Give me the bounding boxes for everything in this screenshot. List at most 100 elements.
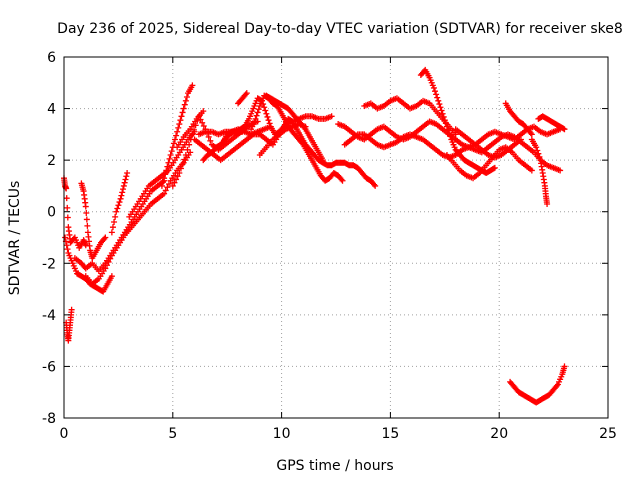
data-point [561,363,568,370]
x-tick-label: 25 [599,426,617,442]
x-tick-label: 10 [273,426,291,442]
x-tick-label: 5 [168,426,177,442]
data-point [173,176,180,183]
data-point [116,199,123,206]
data-point [302,123,309,130]
data-point [491,164,498,171]
data-point [101,235,108,242]
data-point [102,265,109,272]
series-trace-16 [219,95,379,189]
data-point [160,179,167,186]
series-trace-19 [256,121,309,158]
data-point [371,181,378,188]
data-point [255,106,262,113]
data-point [171,179,178,186]
series-trace-08 [126,128,198,220]
data-point [434,94,441,101]
data-point [189,131,196,138]
data-point [200,122,207,129]
y-tick-label: 0 [47,205,56,221]
data-point [438,107,445,114]
data-point [182,151,189,158]
data-point [189,82,196,89]
data-point [261,104,268,111]
data-point [253,112,260,119]
data-point [533,144,540,151]
data-point [117,195,124,202]
data-point [167,151,174,158]
data-point [109,224,116,231]
data-point [441,117,448,124]
data-point [170,140,177,147]
data-point [207,137,214,144]
series-trace-09 [158,82,196,189]
data-point [179,161,186,168]
data-point [174,128,181,135]
data-point [184,146,191,153]
series-trace-25 [452,126,524,161]
data-point [176,121,183,128]
data-point [452,131,459,138]
series-trace-06 [82,149,194,287]
data-point [158,182,165,189]
data-point [263,110,270,117]
data-point [181,101,188,108]
data-points [61,66,568,406]
data-point [535,150,542,157]
series-trace-28 [535,113,568,133]
data-point [177,117,184,124]
y-tick-label: 4 [47,102,56,118]
data-point [169,182,176,189]
data-point [433,91,440,98]
data-point [243,90,250,97]
data-point [171,136,178,143]
data-point [122,176,129,183]
series-trace-24 [443,144,535,182]
data-point [64,214,71,221]
data-point [120,186,127,193]
chart-title: Day 236 of 2025, Sidereal Day-to-day VTE… [57,21,623,37]
x-axis-label: GPS time / hours [276,458,393,474]
data-point [162,187,169,194]
data-point [115,202,122,209]
data-point [328,113,335,120]
data-point [262,107,269,114]
data-point [62,234,69,241]
data-point [266,120,273,127]
data-point [252,115,259,122]
data-point [183,93,190,100]
data-point [443,123,450,130]
data-point [432,88,439,95]
data-point [164,163,171,170]
x-tick-label: 20 [490,426,508,442]
series-trace-01 [61,175,89,251]
data-point [435,97,442,104]
data-point [63,242,70,249]
series-trace-07 [108,170,131,236]
grid [64,57,608,418]
data-point [173,132,180,139]
data-point [557,167,564,174]
data-point [83,216,90,223]
data-point [339,177,346,184]
data-point [176,170,183,177]
data-point [447,133,454,140]
series-trace-04 [78,180,109,262]
data-point [68,306,75,313]
data-point [440,113,447,120]
data-point [179,109,186,116]
data-point [166,155,173,162]
data-point [124,170,131,177]
data-point [111,219,118,226]
data-point [561,126,568,133]
data-point [161,175,168,182]
data-point [544,200,551,207]
data-point [174,173,181,180]
data-point [446,130,453,137]
y-tick-label: -6 [42,359,56,375]
series-trace-22 [361,95,459,138]
series-trace-26 [502,100,535,138]
data-point [119,189,126,196]
data-point [436,101,443,108]
data-point [107,255,114,262]
